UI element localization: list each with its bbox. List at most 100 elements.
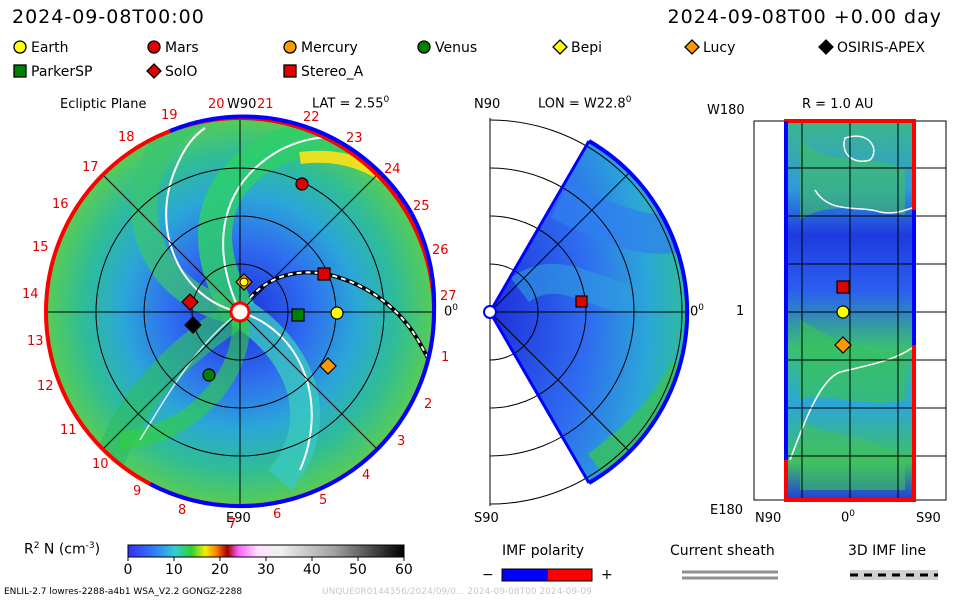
imf-plus-label: + bbox=[601, 567, 613, 583]
square-marker-icon bbox=[13, 64, 27, 78]
stereo-a-marker-meridional bbox=[575, 295, 588, 308]
sector-number: 21 bbox=[257, 97, 274, 112]
sector-number: 23 bbox=[346, 131, 363, 146]
sector-number: 19 bbox=[161, 108, 178, 123]
lon-readout: LON = W22.80 bbox=[538, 95, 632, 112]
meridional-plane-panel bbox=[483, 118, 690, 506]
imf-line-title: 3D IMF line bbox=[848, 543, 927, 559]
earth-marker bbox=[330, 306, 344, 320]
sector-number: 27 bbox=[440, 289, 457, 304]
legend-item-osiris-apex: OSIRIS-APEX bbox=[818, 39, 925, 56]
sector-number: 5 bbox=[319, 493, 328, 508]
square-marker-icon bbox=[283, 64, 297, 78]
circle-marker-icon bbox=[283, 40, 297, 54]
colorbar-tick-label: 30 bbox=[257, 562, 275, 578]
colorbar-tick-label: 20 bbox=[211, 562, 229, 578]
legend-item-venus: Venus bbox=[416, 39, 477, 56]
stereo-a-marker-radial bbox=[836, 280, 850, 294]
sector-number: 3 bbox=[397, 434, 406, 449]
radial-x-mid-label: 00 bbox=[841, 509, 856, 526]
ecliptic-top-label: W90 bbox=[227, 97, 257, 112]
colorbar-tick-label: 50 bbox=[349, 562, 367, 578]
ecliptic-right-label: 00 bbox=[444, 303, 459, 320]
legend-label: Mars bbox=[165, 40, 199, 56]
lucy-marker bbox=[319, 357, 337, 375]
radial-x-right-label: S90 bbox=[916, 511, 941, 526]
colorbar-tick-label: 60 bbox=[395, 562, 413, 578]
sector-number: 17 bbox=[82, 160, 99, 175]
radial-surface-panel bbox=[753, 119, 947, 502]
sector-number: 14 bbox=[22, 287, 39, 302]
stereo-a-marker bbox=[317, 267, 331, 281]
radial-bottom-label: E180 bbox=[710, 503, 744, 518]
legend-label: OSIRIS-APEX bbox=[837, 40, 925, 56]
sector-number: 22 bbox=[303, 110, 320, 125]
sector-number: 6 bbox=[273, 507, 282, 522]
colorbar-tick-label: 0 bbox=[123, 562, 133, 578]
legend-label: Bepi bbox=[571, 40, 602, 56]
meridional-right-label: 00 bbox=[690, 303, 705, 320]
radius-readout: R = 1.0 AU bbox=[802, 97, 874, 112]
venus-marker bbox=[202, 368, 216, 382]
run-start-time: 2024-09-08T00:00 bbox=[12, 6, 205, 28]
current-time-readout: 2024-09-08T00 +0.00 day bbox=[667, 6, 942, 28]
legend-label: Stereo_A bbox=[301, 64, 364, 80]
sector-number: 11 bbox=[60, 423, 77, 438]
diamond-marker-icon bbox=[818, 39, 834, 55]
ecliptic-plane-panel bbox=[44, 114, 437, 509]
diamond-marker-icon bbox=[684, 39, 700, 55]
colorbar-tick-label: 40 bbox=[303, 562, 321, 578]
legend-label: ParkerSP bbox=[31, 64, 93, 80]
sector-number: 15 bbox=[32, 240, 49, 255]
legend-item-mercury: Mercury bbox=[282, 39, 358, 56]
imf-polarity-title: IMF polarity bbox=[502, 543, 585, 559]
radial-x-left-label: N90 bbox=[755, 511, 782, 526]
mars-marker bbox=[295, 177, 309, 191]
density-colorbar bbox=[127, 544, 405, 561]
current-sheath-sample bbox=[682, 570, 778, 580]
legend-item-earth: Earth bbox=[12, 39, 69, 56]
legend-item-stereo-a: Stereo_A bbox=[282, 63, 363, 80]
ecliptic-title: Ecliptic Plane bbox=[60, 97, 147, 112]
lucy-marker-radial bbox=[834, 336, 852, 354]
diamond-marker-icon bbox=[146, 63, 162, 79]
sector-number: 7 bbox=[228, 517, 237, 532]
legend-item-bepi: Bepi bbox=[552, 39, 602, 56]
osiris-apex-marker bbox=[184, 316, 202, 334]
legend-item-solo: SolO bbox=[146, 63, 197, 80]
sector-number: 12 bbox=[37, 379, 54, 394]
current-sheath-title: Current sheath bbox=[670, 543, 775, 559]
legend-item-lucy: Lucy bbox=[684, 39, 735, 56]
legend-item-parkersp: ParkerSP bbox=[12, 63, 92, 80]
model-info: ENLIL-2.7 lowres-2288-a4b1 WSA_V2.2 GONG… bbox=[4, 587, 243, 597]
ecliptic-bottom-label: E90 bbox=[226, 511, 251, 526]
sector-number: 13 bbox=[27, 334, 44, 349]
sector-number: 9 bbox=[133, 484, 142, 499]
sector-number: 4 bbox=[362, 468, 371, 483]
sector-number: 26 bbox=[432, 243, 449, 258]
colorbar-tick-label: 10 bbox=[165, 562, 183, 578]
sector-number: 25 bbox=[413, 199, 430, 214]
colorbar-title: R2 N (cm-3) bbox=[24, 541, 101, 558]
sector-number: 2 bbox=[424, 397, 433, 412]
sector-number: 20 bbox=[208, 97, 225, 112]
imf-polarity-swatch bbox=[501, 568, 593, 582]
radial-top-label: W180 bbox=[707, 103, 745, 118]
run-id-watermark: UNQUE0R0144356/2024/09/0... 2024-09-08T0… bbox=[322, 587, 592, 597]
legend-label: Lucy bbox=[703, 40, 736, 56]
imf-minus-label: − bbox=[482, 567, 494, 583]
legend-label: Mercury bbox=[301, 40, 358, 56]
sector-number: 18 bbox=[118, 130, 135, 145]
circle-marker-icon bbox=[147, 40, 161, 54]
sector-number: 10 bbox=[92, 457, 109, 472]
diamond-marker-icon bbox=[552, 39, 568, 55]
legend-label: Earth bbox=[31, 40, 69, 56]
circle-marker-icon bbox=[13, 40, 27, 54]
meridional-bottom-label: S90 bbox=[474, 511, 499, 526]
sector-number: 24 bbox=[384, 162, 401, 177]
lat-readout: LAT = 2.550 bbox=[312, 95, 390, 112]
earth-marker-radial bbox=[836, 305, 850, 319]
sector-number: 1 bbox=[441, 350, 450, 365]
meridional-top-label: N90 bbox=[474, 97, 501, 112]
